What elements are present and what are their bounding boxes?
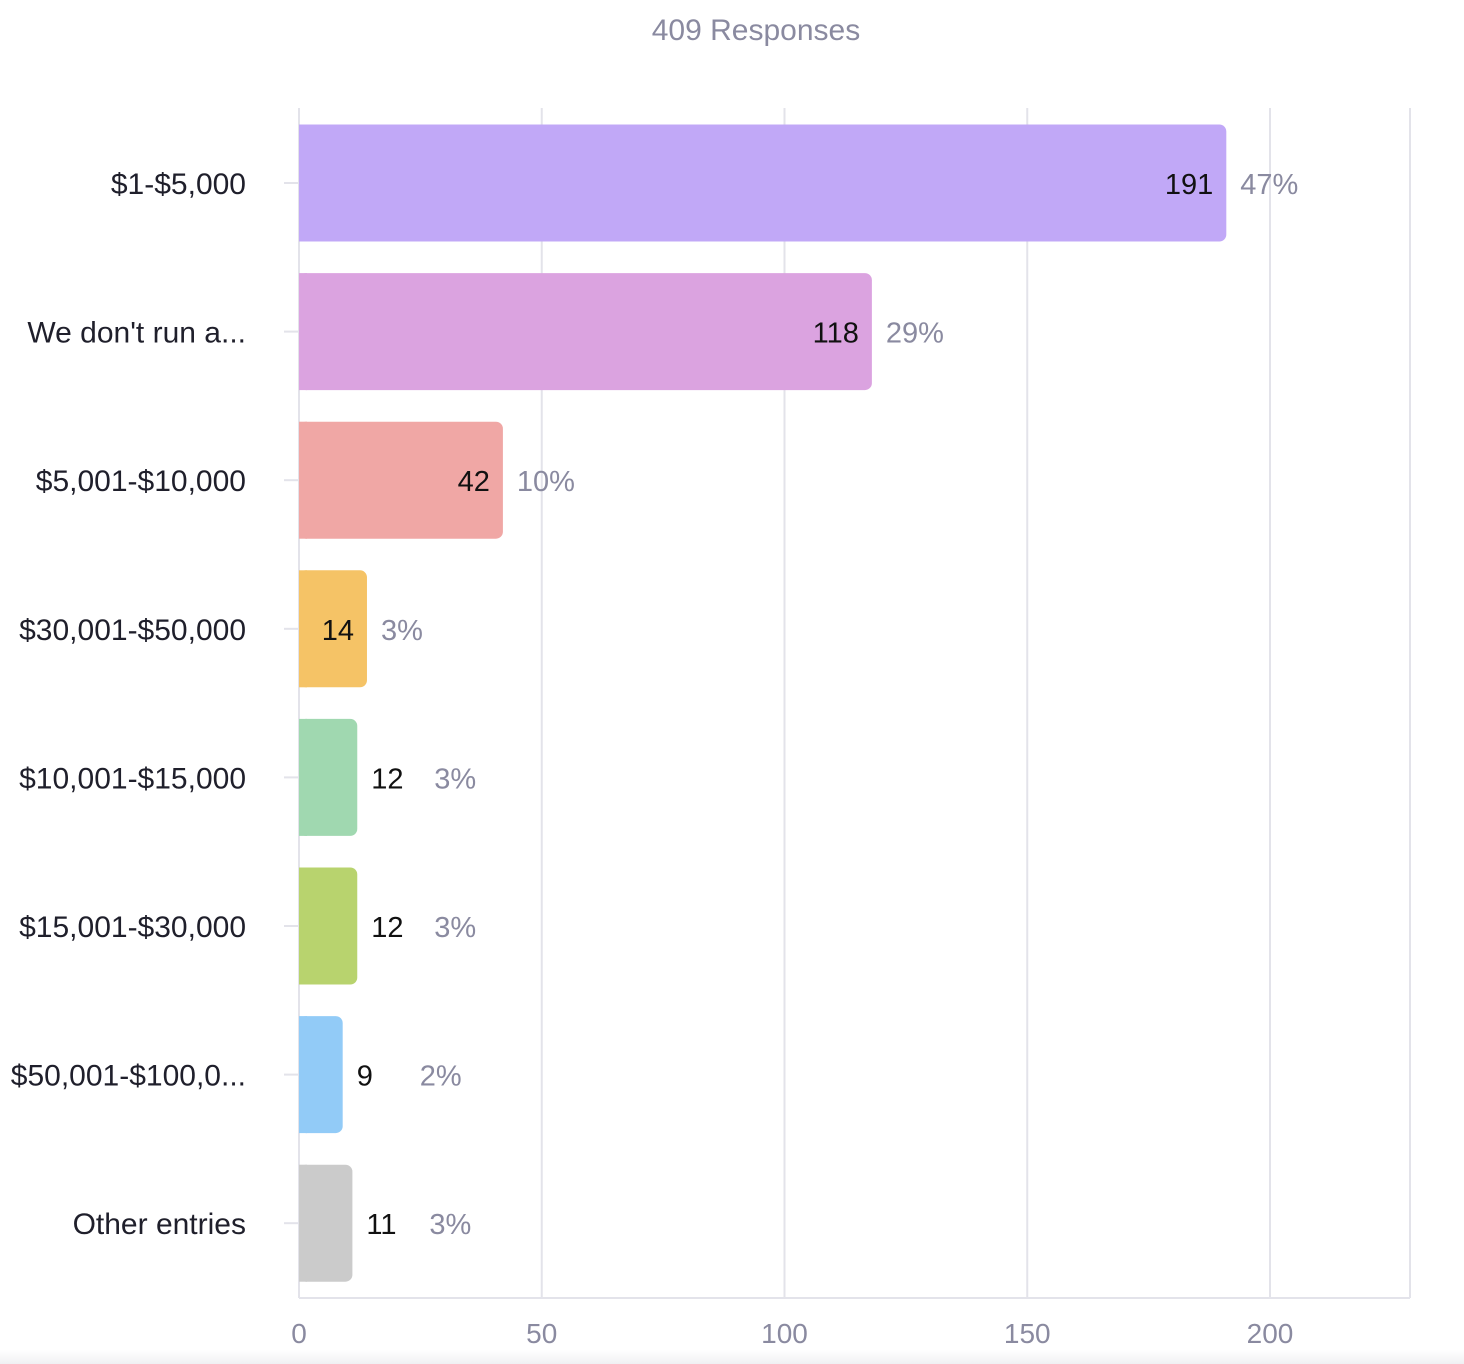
category-label: Other entries [73, 1208, 246, 1241]
bar [299, 718, 358, 836]
bottom-shadow [0, 1350, 1464, 1364]
value-label: 12 [371, 912, 403, 944]
percent-label: 3% [429, 1209, 471, 1241]
bar [299, 421, 503, 539]
bar-base [299, 718, 307, 836]
value-label: 14 [322, 615, 354, 647]
category-label: $50,001-$100,0... [11, 1060, 246, 1093]
bar-base [299, 867, 307, 985]
x-tick-label: 150 [1004, 1318, 1051, 1349]
x-tick-label: 100 [761, 1318, 808, 1349]
category-label: $30,001-$50,000 [19, 614, 246, 647]
x-tick-label: 200 [1247, 1318, 1294, 1349]
value-label: 11 [366, 1209, 396, 1241]
percent-label: 2% [420, 1061, 462, 1093]
category-label: $1-$5,000 [111, 168, 246, 201]
bar-base [299, 124, 307, 242]
category-label: $10,001-$15,000 [19, 762, 246, 795]
bar [299, 570, 367, 688]
x-tick-label: 0 [291, 1318, 307, 1349]
bar-base [299, 1164, 307, 1282]
bar-base [299, 570, 307, 688]
percent-label: 29% [886, 318, 944, 350]
bar [299, 273, 872, 391]
value-label: 42 [458, 466, 490, 498]
percent-label: 3% [434, 763, 476, 795]
bar-base [299, 421, 307, 539]
value-label: 12 [371, 763, 403, 795]
category-label: $5,001-$10,000 [36, 465, 246, 498]
bar-base [299, 273, 307, 391]
chart-title: 409 Responses [651, 14, 861, 47]
percent-label: 3% [381, 615, 423, 647]
bar-base [299, 1016, 307, 1134]
bar [299, 124, 1227, 242]
percent-label: 10% [517, 466, 575, 498]
category-label: We don't run a... [27, 317, 246, 350]
percent-label: 47% [1240, 169, 1298, 201]
bar [299, 1016, 343, 1134]
x-tick-label: 50 [526, 1318, 557, 1349]
value-label: 9 [357, 1061, 373, 1093]
bar [299, 1164, 353, 1282]
bar [299, 867, 358, 985]
category-label: $15,001-$30,000 [19, 911, 246, 944]
percent-label: 3% [434, 912, 476, 944]
value-label: 118 [813, 318, 859, 350]
value-label: 191 [1165, 169, 1213, 201]
